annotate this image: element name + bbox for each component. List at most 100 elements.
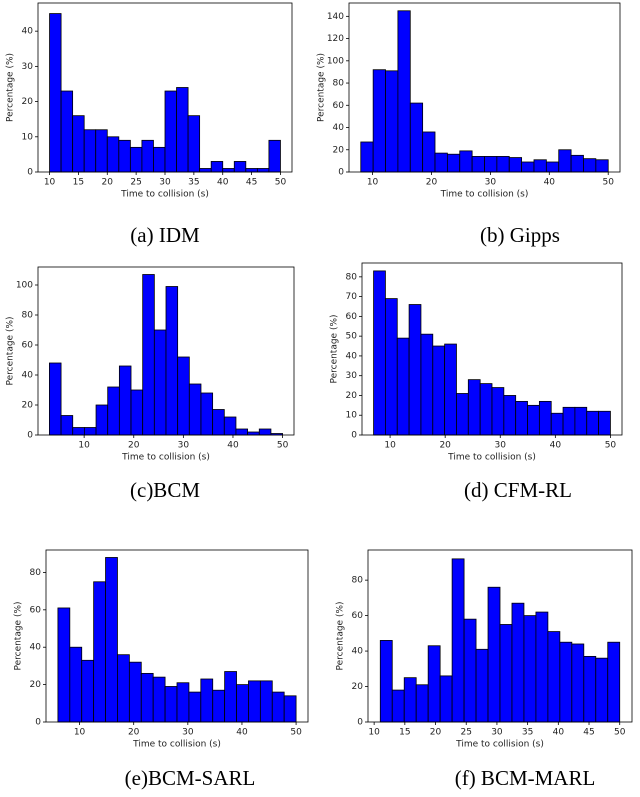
y-tick-label: 20 — [352, 682, 364, 692]
y-tick-label: 60 — [30, 605, 42, 615]
bar — [81, 659, 95, 723]
bar — [107, 386, 120, 436]
bar — [570, 154, 584, 173]
y-tick-label: 20 — [30, 680, 42, 690]
bar — [595, 657, 609, 723]
bar — [515, 400, 528, 436]
bar — [558, 149, 572, 173]
x-tick-label: 20 — [426, 178, 438, 188]
y-tick-label: 0 — [35, 718, 41, 728]
plot-frame — [361, 262, 623, 436]
bar — [224, 671, 237, 723]
x-tick-label: 40 — [544, 178, 556, 188]
bar — [459, 150, 473, 173]
plot-frame — [348, 2, 621, 173]
bar — [283, 695, 297, 723]
y-tick-label: 10 — [346, 411, 358, 421]
bar — [360, 141, 374, 173]
bar — [545, 161, 560, 173]
bar — [538, 400, 552, 436]
y-tick-label: 80 — [30, 568, 42, 578]
y-axis-label: Percentage (%) — [14, 601, 24, 670]
x-axis-label: Time to collision (s) — [120, 190, 209, 200]
bar — [373, 270, 386, 436]
y-axis-label: Percentage (%) — [6, 53, 16, 122]
bar — [258, 428, 272, 436]
x-tick-label: 45 — [583, 728, 594, 738]
y-tick-label: 100 — [327, 56, 344, 66]
bar — [83, 129, 97, 173]
x-tick-label: 30 — [485, 178, 497, 188]
bar — [527, 404, 540, 436]
x-tick-label: 50 — [275, 178, 287, 188]
x-tick-label: 35 — [188, 178, 199, 188]
x-tick-label: 20 — [128, 728, 140, 738]
y-tick-label: 100 — [16, 281, 33, 291]
bar — [385, 70, 399, 173]
bar — [153, 146, 166, 173]
x-tick-label: 50 — [602, 178, 614, 188]
x-tick-label: 10 — [44, 178, 56, 188]
caption: (f) BCM-MARL — [455, 766, 596, 790]
bar — [511, 602, 525, 723]
y-tick-label: 40 — [22, 27, 34, 37]
bar — [60, 90, 74, 173]
bar — [129, 146, 143, 173]
bar — [456, 393, 469, 436]
y-tick-label: 80 — [22, 311, 34, 321]
bar — [607, 641, 621, 723]
y-tick-label: 70 — [346, 292, 358, 302]
bar — [598, 410, 611, 436]
x-tick-label: 35 — [522, 728, 533, 738]
x-tick-label: 10 — [74, 728, 86, 738]
bar — [595, 159, 609, 173]
x-tick-label: 40 — [227, 441, 239, 451]
x-tick-label: 20 — [430, 728, 442, 738]
bar — [199, 168, 212, 173]
y-axis-label: Percentage (%) — [317, 53, 327, 122]
x-tick-label: 40 — [553, 728, 565, 738]
y-tick-label: 0 — [27, 168, 33, 178]
y-axis-label: Percentage (%) — [6, 316, 16, 385]
bar — [562, 406, 576, 436]
bar — [60, 415, 74, 436]
x-tick-label: 50 — [277, 441, 289, 451]
bar — [385, 298, 398, 436]
x-tick-label: 20 — [439, 441, 451, 451]
bar — [408, 304, 422, 436]
bar — [508, 157, 523, 173]
bar — [397, 10, 411, 173]
bar — [471, 156, 485, 173]
bar — [574, 406, 588, 436]
x-tick-label: 25 — [461, 728, 472, 738]
bar — [559, 641, 573, 723]
bar — [521, 161, 535, 173]
y-tick-label: 60 — [352, 611, 364, 621]
caption: (c)BCM — [130, 478, 200, 502]
bar — [479, 383, 493, 436]
y-tick-label: 0 — [357, 718, 363, 728]
y-tick-label: 20 — [22, 97, 34, 107]
y-tick-label: 80 — [333, 79, 345, 89]
bar — [403, 677, 417, 723]
x-tick-label: 30 — [182, 728, 194, 738]
x-tick-label: 30 — [495, 441, 507, 451]
bar — [236, 684, 249, 723]
bar — [200, 392, 214, 436]
bar — [176, 87, 189, 173]
y-tick-label: 40 — [352, 647, 364, 657]
bar — [106, 136, 120, 173]
bar — [153, 329, 167, 436]
x-tick-label: 45 — [246, 178, 257, 188]
x-tick-label: 10 — [384, 441, 396, 451]
x-tick-label: 50 — [605, 441, 617, 451]
bar — [475, 648, 489, 723]
y-tick-label: 0 — [351, 431, 357, 441]
x-tick-label: 50 — [290, 728, 302, 738]
bar — [141, 139, 154, 173]
bar — [57, 607, 71, 723]
y-axis-label: Percentage (%) — [330, 314, 340, 383]
bar — [164, 90, 177, 173]
y-tick-label: 60 — [333, 101, 345, 111]
